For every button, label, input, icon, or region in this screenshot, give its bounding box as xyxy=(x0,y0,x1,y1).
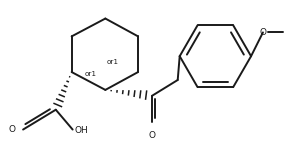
Text: or1: or1 xyxy=(106,59,118,65)
Text: O: O xyxy=(260,28,267,37)
Text: O: O xyxy=(8,125,15,134)
Text: or1: or1 xyxy=(84,71,97,77)
Text: OH: OH xyxy=(75,126,88,135)
Text: O: O xyxy=(148,131,155,140)
